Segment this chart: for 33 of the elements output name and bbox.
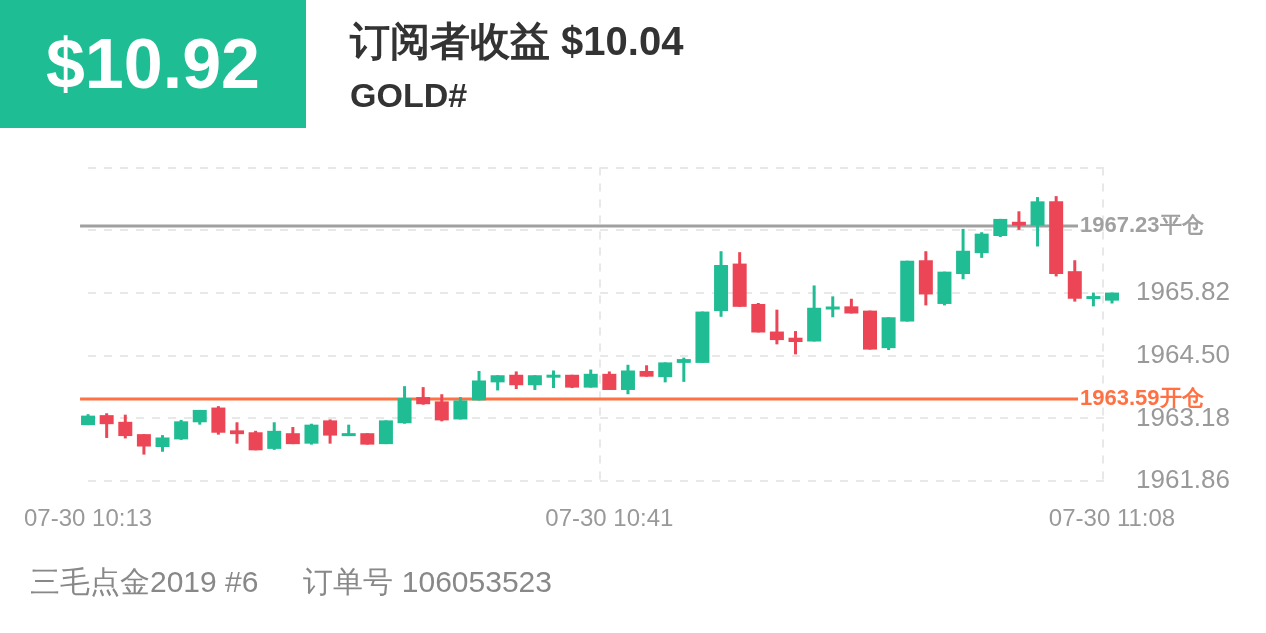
y-tick-label: 1961.86: [1136, 464, 1230, 495]
ref-line-label: 1967.23平仓: [1080, 212, 1205, 238]
y-tick-label: 1964.50: [1136, 338, 1230, 369]
x-tick-label: 07-30 11:08: [1048, 504, 1176, 532]
candlestick: [174, 418, 189, 440]
candlestick: [620, 363, 635, 395]
candlestick: [472, 369, 487, 401]
candlestick: [769, 309, 784, 345]
text: $10.92: [0, 0, 306, 128]
candlestick: [118, 414, 133, 439]
candlestick: [1011, 211, 1026, 230]
candlestick: [99, 413, 114, 438]
text: 三毛点金2019 #6: [30, 565, 259, 598]
x-tick-label: 07-30 10:13: [24, 504, 153, 532]
candlestick: [956, 227, 971, 280]
candlestick: [825, 296, 840, 318]
chart-title: 订阅者收益 $10.04: [350, 18, 684, 65]
x-tick-label: 07-30 10:41: [545, 504, 674, 532]
candlestick: [788, 331, 803, 355]
candlestick: [230, 422, 244, 444]
text: 订单号 106053523: [303, 565, 552, 598]
candlestick: [658, 362, 673, 383]
candlestick: [136, 434, 151, 455]
candlestick: [974, 232, 989, 258]
candlestick: [323, 419, 338, 444]
candlestick: [602, 371, 617, 390]
chart-subtitle: GOLD#: [350, 76, 468, 115]
candlestick: [583, 369, 598, 388]
candlestick: [304, 423, 319, 445]
y-tick-label: 1965.82: [1136, 276, 1230, 307]
candlestick: [267, 422, 282, 450]
candlestick: [676, 357, 691, 382]
candlestick: [434, 394, 449, 422]
